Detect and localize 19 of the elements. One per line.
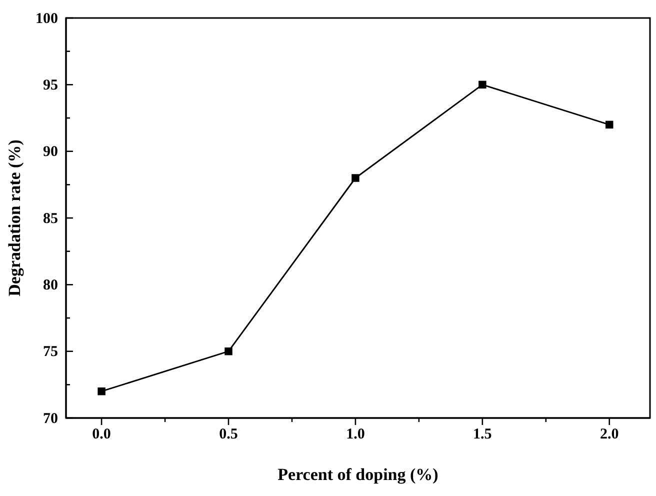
y-axis-title: Degradation rate (%): [5, 140, 24, 296]
y-tick-label: 75: [43, 344, 58, 360]
x-tick-label: 0.0: [92, 426, 111, 443]
x-tick-label: 0.5: [219, 426, 238, 443]
x-axis-title: Percent of doping (%): [278, 465, 438, 484]
y-tick-label: 80: [43, 277, 58, 294]
point: [224, 347, 232, 356]
point: [478, 80, 486, 89]
y-tick-label: 70: [43, 410, 58, 427]
x-tick-label: 1.0: [346, 426, 365, 443]
y-tick-label: 100: [36, 10, 58, 27]
y-tick-label: 95: [43, 77, 58, 94]
y-tick-label: 85: [43, 210, 58, 227]
point: [98, 387, 106, 396]
x-tick-label: 1.5: [473, 426, 492, 443]
point: [352, 174, 360, 182]
point: [606, 120, 614, 129]
y-tick-label: 90: [43, 144, 58, 160]
x-tick-label: 2.0: [600, 426, 619, 443]
